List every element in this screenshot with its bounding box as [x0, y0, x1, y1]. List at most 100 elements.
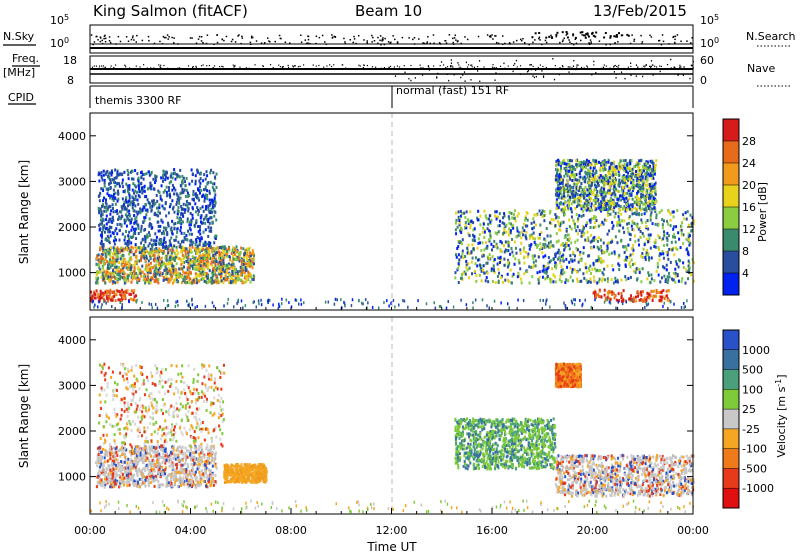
- power-cell: [557, 239, 560, 243]
- power-cell: [251, 260, 254, 264]
- power-cell: [213, 196, 216, 200]
- power-cell: [155, 206, 158, 210]
- power-cell: [210, 280, 213, 284]
- power-cell: [112, 259, 115, 263]
- freq-point: [262, 65, 264, 67]
- nsky-point: [691, 37, 693, 39]
- power-cell: [495, 217, 498, 221]
- power-cell: [161, 251, 164, 255]
- nsky-point: [561, 31, 564, 34]
- freq-point: [109, 67, 112, 69]
- nave-point: [463, 71, 466, 73]
- power-cell: [460, 242, 463, 246]
- nsky-point: [274, 40, 276, 43]
- freq-point: [393, 66, 395, 68]
- power-cell: [165, 171, 168, 175]
- nsky-point: [269, 41, 271, 43]
- power-cell: [183, 271, 186, 275]
- power-cell: [153, 187, 156, 191]
- power-cell: [128, 187, 131, 191]
- power-cell: [118, 238, 121, 242]
- power-cell: [157, 258, 160, 262]
- nave-point: [642, 75, 644, 78]
- power-cell: [570, 169, 573, 173]
- nsky-point: [392, 35, 394, 37]
- power-cell: [155, 175, 158, 179]
- power-cell: [613, 190, 616, 194]
- power-cell: [211, 186, 214, 190]
- nsky-point: [306, 42, 308, 45]
- power-cell: [597, 269, 600, 273]
- power-cell: [497, 267, 500, 271]
- power-cell: [619, 205, 622, 209]
- power-cell: [174, 222, 177, 226]
- power-cell: [592, 190, 595, 194]
- power-cell: [131, 188, 134, 192]
- power-cell: [142, 251, 145, 255]
- power-cell: [111, 256, 114, 260]
- power-cell: [543, 237, 546, 241]
- power-cell: [515, 251, 518, 255]
- freq-point: [282, 67, 284, 70]
- nsky-point: [609, 43, 612, 46]
- nsky-point: [532, 41, 534, 44]
- power-cell: [181, 181, 184, 185]
- power-cell: [194, 182, 197, 186]
- power-cell: [124, 235, 127, 239]
- power-cell: [512, 226, 515, 230]
- power-cell: [644, 220, 647, 224]
- power-cell: [227, 247, 230, 251]
- power-cell: [550, 221, 553, 225]
- power-cell: [574, 198, 577, 202]
- power-cell: [113, 196, 116, 200]
- power-cell: [589, 166, 592, 170]
- power-cell: [206, 189, 209, 193]
- power-cell: [569, 165, 572, 169]
- power-cell: [617, 165, 620, 169]
- power-cell: [223, 245, 226, 249]
- power-cell: [648, 182, 651, 186]
- power-cell: [629, 233, 632, 237]
- power-cell: [136, 172, 139, 176]
- power-cell: [175, 253, 178, 257]
- nsky-point: [519, 38, 522, 41]
- power-cell: [664, 278, 667, 282]
- power-cell: [651, 222, 654, 226]
- power-cell: [557, 189, 560, 193]
- freq-point: [318, 64, 320, 67]
- power-cell: [161, 179, 164, 183]
- power-cell: [104, 262, 107, 266]
- power-cell: [573, 178, 576, 182]
- power-cell: [629, 177, 632, 181]
- power-cell: [208, 210, 211, 214]
- power-cell: [455, 255, 458, 259]
- power-cell: [565, 241, 568, 245]
- nsky-point: [165, 36, 167, 39]
- power-cell: [232, 262, 235, 266]
- power-cell: [579, 258, 582, 262]
- power-cell: [151, 226, 154, 230]
- power-cell: [522, 246, 525, 250]
- power-cell: [473, 239, 476, 243]
- power-cell: [567, 194, 570, 198]
- nsky-point: [454, 34, 457, 37]
- power-cell: [126, 189, 129, 193]
- freq-point: [577, 64, 579, 66]
- power-cell: [155, 239, 158, 243]
- nsky-point: [148, 39, 150, 42]
- nsky-point: [307, 35, 310, 38]
- power-cell: [472, 221, 475, 225]
- power-cell: [461, 252, 464, 256]
- power-cell: [649, 233, 652, 237]
- power-cell: [188, 232, 191, 236]
- power-cell: [157, 189, 160, 193]
- power-cell: [619, 159, 622, 163]
- nsky-point: [331, 36, 334, 39]
- power-cell: [616, 241, 619, 245]
- nave-point: [494, 79, 496, 81]
- nsky-point: [401, 36, 404, 39]
- freq-point: [323, 66, 325, 68]
- power-cell: [239, 250, 242, 254]
- power-cell: [148, 280, 151, 284]
- power-cell: [585, 266, 588, 270]
